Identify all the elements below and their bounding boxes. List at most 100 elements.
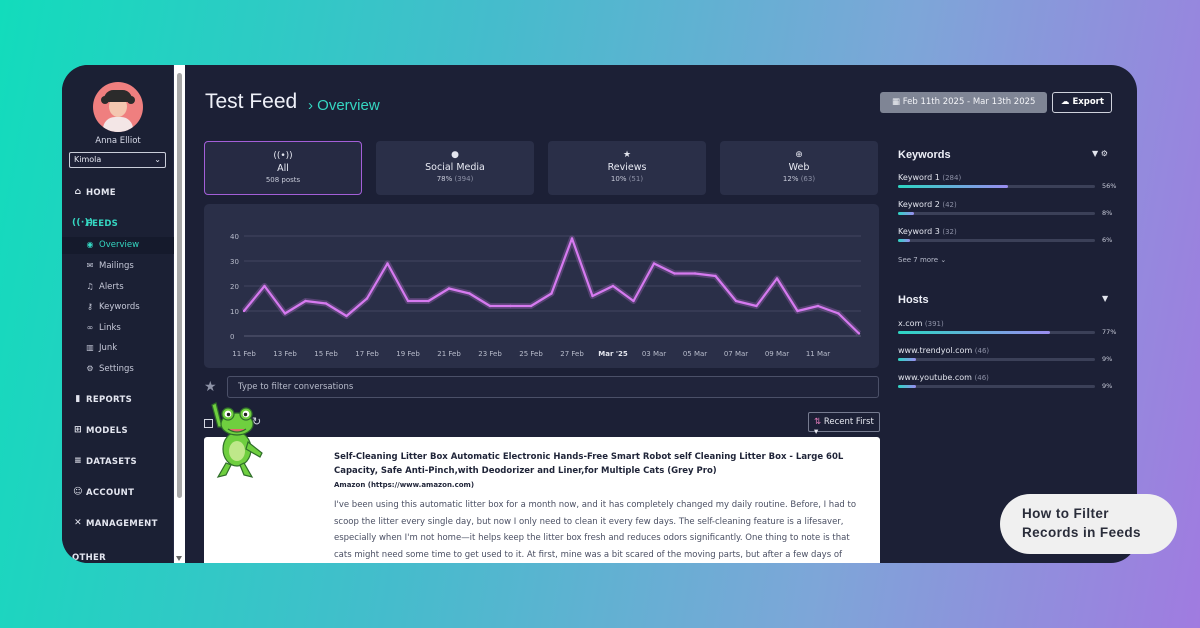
data-point[interactable] — [611, 284, 615, 288]
export-button[interactable]: ☁ Export — [1052, 92, 1112, 113]
hosts-item-bar — [898, 331, 1095, 334]
data-point[interactable] — [468, 292, 471, 295]
home-icon: ⌂ — [74, 187, 82, 197]
sort-dropdown[interactable]: ⇅ Recent First ▾ — [808, 412, 880, 437]
filter-card-label: Web — [788, 162, 810, 173]
filter-card-all[interactable]: ((•)) All 508 posts — [204, 141, 362, 195]
org-select[interactable]: Kimola ⌄ — [69, 152, 166, 168]
data-point[interactable] — [591, 294, 594, 298]
data-point[interactable] — [304, 299, 307, 303]
data-point[interactable] — [242, 309, 246, 313]
nav-item-overview[interactable]: ◉ Overview — [62, 237, 174, 254]
filter-pct: 12% — [782, 175, 799, 183]
data-point[interactable] — [365, 297, 369, 300]
data-point[interactable] — [550, 292, 553, 295]
data-point[interactable] — [755, 304, 758, 308]
sidebar: Anna Elliot Kimola ⌄ ⌂ HOME ((·)) FEEDS … — [62, 65, 174, 563]
nav-other[interactable]: OTHER — [62, 550, 174, 563]
filter-card-reviews[interactable]: ★ Reviews 10% (51) — [548, 141, 706, 195]
data-point[interactable] — [447, 287, 451, 290]
data-point[interactable] — [837, 312, 840, 315]
keywords-item-label[interactable]: Keyword 1 (284) — [898, 173, 961, 182]
nav-item-junk[interactable]: ▥ Junk — [62, 340, 174, 357]
favorite-star-icon[interactable]: ★ — [204, 379, 217, 395]
nav-item-links[interactable]: ∞ Links — [62, 320, 174, 337]
x-tick-label: 17 Feb — [355, 350, 379, 358]
filter-icon[interactable]: ▼ — [1092, 149, 1099, 158]
x-tick-label: 23 Feb — [478, 350, 502, 358]
pill-line-1: How to Filter — [1022, 506, 1109, 521]
nav-item-keywords[interactable]: ⚷ Keywords — [62, 299, 174, 316]
refresh-icon[interactable]: ↻ — [252, 415, 262, 428]
filter-card-web[interactable]: ⊕ Web 12% (63) — [720, 141, 878, 195]
keywords-item-count: (32) — [942, 228, 957, 236]
hosts-item-count: (391) — [924, 320, 944, 328]
avatar[interactable] — [93, 82, 143, 132]
data-point[interactable] — [283, 312, 287, 315]
data-point[interactable] — [406, 299, 410, 303]
nav-datasets-label: DATASETS — [86, 457, 137, 467]
globe-icon: ⊕ — [795, 150, 803, 160]
frog-mascot-icon — [211, 402, 263, 478]
data-point[interactable] — [816, 304, 820, 308]
data-point[interactable] — [488, 304, 492, 308]
x-tick-label: 15 Feb — [314, 350, 338, 358]
filter-icon[interactable]: ▼ — [1102, 294, 1109, 303]
data-point[interactable] — [693, 272, 697, 275]
gear-icon[interactable]: ⚙ — [1100, 149, 1108, 158]
nav-home[interactable]: ⌂ HOME — [62, 185, 174, 203]
data-point[interactable] — [632, 299, 635, 303]
key-icon: ⚷ — [87, 302, 93, 311]
scrollbar-thumb[interactable] — [177, 73, 182, 498]
data-point[interactable] — [714, 274, 717, 278]
data-point[interactable] — [570, 237, 574, 240]
filter-sub: (63) — [800, 175, 816, 183]
nav-item-settings[interactable]: ⚙ Settings — [62, 361, 174, 378]
nav-models[interactable]: ⊞ MODELS — [62, 423, 174, 441]
feeds-icon: ((·)) — [72, 218, 94, 228]
hosts-item-label[interactable]: www.youtube.com (46) — [898, 373, 989, 382]
data-point[interactable] — [386, 262, 389, 265]
nav-reports-label: REPORTS — [86, 395, 132, 405]
sidebar-scrollbar[interactable] — [174, 65, 185, 563]
nav-item-mailings[interactable]: ✉ Mailings — [62, 258, 174, 275]
nav-datasets[interactable]: ≡ DATASETS — [62, 454, 174, 472]
data-point[interactable] — [324, 302, 328, 305]
data-point[interactable] — [857, 332, 861, 335]
scroll-down-arrow[interactable] — [176, 556, 182, 561]
breadcrumb-label: Overview — [317, 97, 380, 114]
data-point[interactable] — [796, 309, 799, 313]
see-more-link[interactable]: See 7 more ⌄ — [898, 256, 946, 264]
keywords-item-label[interactable]: Keyword 3 (32) — [898, 227, 957, 236]
data-point[interactable] — [427, 299, 430, 303]
nav-item-alerts[interactable]: ♫ Alerts — [62, 279, 174, 296]
cloud-download-icon: ☁ — [1061, 97, 1070, 107]
data-point[interactable] — [673, 272, 676, 275]
overview-icon: ◉ — [86, 240, 94, 249]
keywords-item-label[interactable]: Keyword 2 (42) — [898, 200, 957, 209]
post-card[interactable]: Self-Cleaning Litter Box Automatic Elect… — [204, 437, 880, 563]
nav-reports[interactable]: ▮ REPORTS — [62, 392, 174, 410]
hosts-item-label[interactable]: www.trendyol.com (46) — [898, 346, 989, 355]
data-point[interactable] — [652, 262, 656, 265]
keywords-item-bar — [898, 212, 1095, 215]
data-point[interactable] — [529, 304, 533, 308]
x-tick-label: 19 Feb — [396, 350, 420, 358]
filter-card-social-media[interactable]: ● Social Media 78% (394) — [376, 141, 534, 195]
select-all-checkbox[interactable] — [204, 419, 213, 428]
nav-account[interactable]: ☺ ACCOUNT — [62, 485, 174, 503]
hosts-item-label[interactable]: x.com (391) — [898, 319, 944, 328]
nav-feeds[interactable]: ((·)) FEEDS — [62, 216, 174, 234]
date-range-button[interactable]: ▦ Feb 11th 2025 - Mar 13th 2025 — [880, 92, 1047, 113]
data-point[interactable] — [263, 284, 266, 288]
nav-management[interactable]: ✕ MANAGEMENT — [62, 516, 174, 534]
link-icon: ∞ — [86, 323, 94, 332]
data-point[interactable] — [775, 277, 779, 280]
data-point[interactable] — [734, 299, 738, 303]
post-title[interactable]: Self-Cleaning Litter Box Automatic Elect… — [334, 452, 844, 476]
filter-conversations-input[interactable]: Type to filter conversations — [227, 376, 879, 398]
data-point[interactable] — [345, 314, 348, 318]
post-source[interactable]: Amazon (https://www.amazon.com) — [334, 481, 475, 489]
breadcrumb[interactable]: › Overview — [308, 97, 380, 114]
data-point[interactable] — [509, 304, 512, 308]
